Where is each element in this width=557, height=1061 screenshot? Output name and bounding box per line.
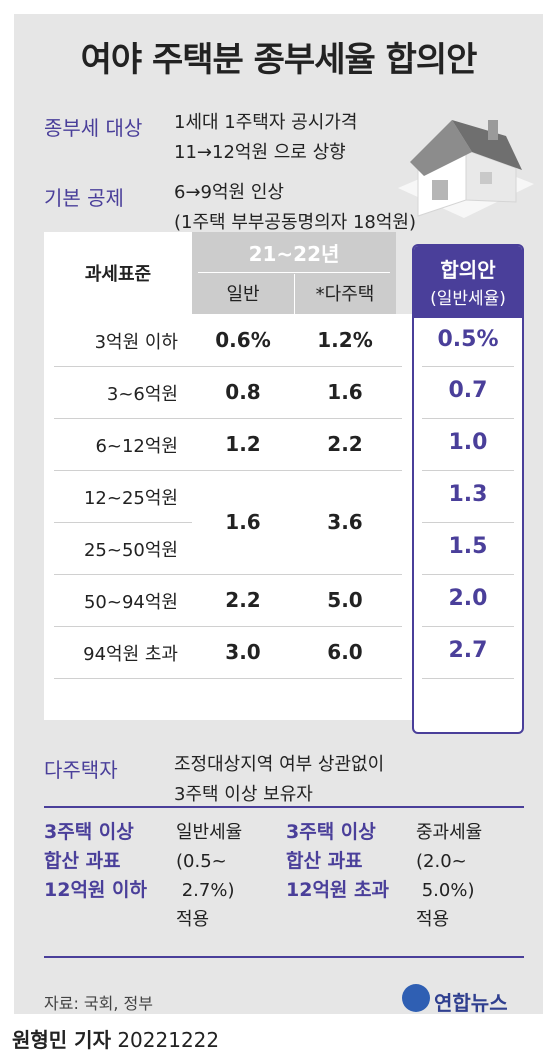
row-divider <box>54 470 402 471</box>
box-2-text-line: (2.0~ <box>416 847 482 876</box>
multi-owner-text: 조정대상지역 여부 상관없이 3주택 이상 보유자 <box>174 750 384 810</box>
publish-date: 20221222 <box>117 1028 219 1052</box>
target-line-1: 1세대 1주택자 공시가격 <box>174 108 357 138</box>
agree-divider <box>422 678 514 679</box>
box-1-label-line: 합산 과표 <box>44 847 147 876</box>
infographic-panel: 여야 주택분 종부세율 합의안 종부세 대상 1세대 1주택자 공시가격 11→… <box>14 14 543 1014</box>
multi-owner-line-1: 조정대상지역 여부 상관없이 <box>174 750 384 780</box>
agreed-rate: 1.3 <box>412 482 524 507</box>
logo-text: 연합뉴스 <box>434 987 508 1016</box>
row-divider <box>54 574 402 575</box>
row-label: 94억원 초과 <box>44 640 192 666</box>
box-2-text: 중과세율 (2.0~ 5.0%) 적용 <box>416 818 482 934</box>
general-subheader: 일반 <box>192 280 294 306</box>
box-1-text-line: 2.7%) <box>176 876 242 905</box>
section-divider-top <box>44 806 524 808</box>
general-rate: 0.8 <box>192 380 294 404</box>
agree-divider <box>422 470 514 471</box>
agreed-rate: 0.5% <box>412 327 524 352</box>
agreement-header: 합의안 (일반세율) <box>414 246 522 318</box>
box-1-label-line: 12억원 이하 <box>44 876 147 905</box>
row-label: 3억원 이하 <box>44 328 192 354</box>
row-divider <box>54 418 402 419</box>
multi-owner-label: 다주택자 <box>44 754 118 783</box>
box-2-text-line: 적용 <box>416 905 482 934</box>
box-2-label-line: 12억원 초과 <box>286 876 389 905</box>
general-rate: 3.0 <box>192 640 294 664</box>
agree-divider <box>422 574 514 575</box>
agreement-header-sub: (일반세율) <box>414 284 522 309</box>
page-title: 여야 주택분 종부세율 합의안 <box>14 32 543 81</box>
house-icon <box>388 100 538 230</box>
year-header: 21~22년 <box>192 238 396 267</box>
multi-rate: 2.2 <box>294 432 396 456</box>
target-text: 1세대 1주택자 공시가격 11→12억원 으로 상향 <box>174 108 357 168</box>
box-2-label-line: 3주택 이상 <box>286 818 389 847</box>
box-2-text-line: 5.0%) <box>416 876 482 905</box>
logo-icon <box>402 984 430 1012</box>
agreed-rate: 2.7 <box>412 638 524 663</box>
agree-divider <box>422 522 514 523</box>
general-rate: 2.2 <box>192 588 294 612</box>
section-divider-bottom <box>44 956 524 958</box>
target-line-2: 11→12억원 으로 상향 <box>174 138 357 168</box>
agreement-header-title: 합의안 <box>414 254 522 283</box>
deduction-line-1: 6→9억원 인상 <box>174 178 416 208</box>
header-divider <box>198 272 390 273</box>
agreed-rate: 1.5 <box>412 534 524 559</box>
row-label: 25~50억원 <box>44 536 192 562</box>
box-1-text-line: 적용 <box>176 905 242 934</box>
multi-subheader: *다주택 <box>294 280 396 306</box>
source-text: 자료: 국회, 정부 <box>44 990 153 1014</box>
box-2-label: 3주택 이상 합산 과표 12억원 초과 <box>286 818 389 905</box>
agreed-rate: 2.0 <box>412 586 524 611</box>
byline: 원형민 기자 20221222 <box>12 1024 219 1053</box>
tax-base-header-label: 과세표준 <box>44 260 192 286</box>
box-1-label-line: 3주택 이상 <box>44 818 147 847</box>
reporter-name: 원형민 기자 <box>12 1028 111 1052</box>
deduction-label: 기본 공제 <box>44 182 124 211</box>
agreed-rate: 0.7 <box>412 378 524 403</box>
row-divider <box>54 678 402 679</box>
agreed-rate: 1.0 <box>412 430 524 455</box>
general-rate: 0.6% <box>192 328 294 352</box>
tax-base-header: 과세표준 <box>44 232 192 314</box>
multi-rate: 6.0 <box>294 640 396 664</box>
box-2-label-line: 합산 과표 <box>286 847 389 876</box>
row-label: 12~25억원 <box>44 484 192 510</box>
row-label: 3~6억원 <box>44 380 192 406</box>
general-rate: 1.6 <box>192 510 294 534</box>
box-1-label: 3주택 이상 합산 과표 12억원 이하 <box>44 818 147 905</box>
box-2-text-line: 중과세율 <box>416 818 482 847</box>
multi-rate: 1.2% <box>294 328 396 352</box>
agree-divider <box>422 626 514 627</box>
multi-rate: 1.6 <box>294 380 396 404</box>
row-label: 6~12억원 <box>44 432 192 458</box>
agree-divider <box>422 366 514 367</box>
row-label: 50~94억원 <box>44 588 192 614</box>
general-rate: 1.2 <box>192 432 294 456</box>
tax-rate-table: 과세표준 21~22년 일반 *다주택 합의안 (일반세율) <box>44 232 524 720</box>
row-divider <box>54 366 402 367</box>
target-label: 종부세 대상 <box>44 112 142 141</box>
agree-divider <box>422 418 514 419</box>
row-divider <box>54 626 402 627</box>
deduction-text: 6→9억원 인상 (1주택 부부공동명의자 18억원) <box>174 178 416 238</box>
box-1-text: 일반세율 (0.5~ 2.7%) 적용 <box>176 818 242 934</box>
box-1-text-line: 일반세율 <box>176 818 242 847</box>
row-divider <box>54 522 192 523</box>
box-1-text-line: (0.5~ <box>176 847 242 876</box>
multi-rate: 3.6 <box>294 510 396 534</box>
multi-rate: 5.0 <box>294 588 396 612</box>
current-rate-header: 21~22년 일반 *다주택 <box>192 232 396 314</box>
